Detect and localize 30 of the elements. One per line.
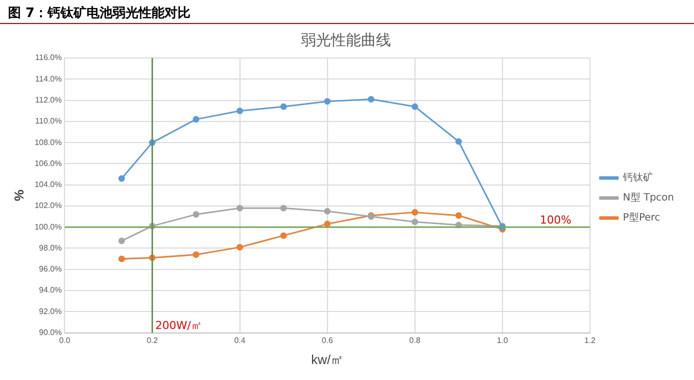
x-tick-label: 1.2 <box>584 336 596 345</box>
chart-title: 图 7：钙钛矿电池弱光性能对比 <box>0 0 694 24</box>
y-tick-label: 98.0% <box>39 243 62 252</box>
x-tick-label: 0.8 <box>409 336 421 345</box>
y-tick-label: 96.0% <box>39 264 62 274</box>
y-tick-label: 108.0% <box>34 138 62 147</box>
ref-line-label: 100% <box>540 213 572 226</box>
x-axis-title: kw/㎡ <box>311 352 344 367</box>
y-tick-label: 92.0% <box>39 306 62 316</box>
x-tick-label: 0.2 <box>146 336 158 345</box>
legend-label: P型Perc <box>622 212 660 224</box>
y-tick-label: 116.0% <box>35 53 62 62</box>
y-tick-label: 110.0% <box>35 116 62 126</box>
chart-subtitle: 弱光性能曲线 <box>301 30 391 49</box>
y-tick-label: 112.0% <box>35 95 62 104</box>
y-tick-label: 90.0% <box>39 328 62 338</box>
y-tick-label: 102.0% <box>34 201 62 210</box>
y-tick-label: 94.0% <box>39 286 62 295</box>
y-axis-title: % <box>11 189 26 202</box>
x-tick-label: 1.0 <box>496 336 509 345</box>
y-tick-label: 106.0% <box>34 158 62 168</box>
x-tick-label: 0.4 <box>234 336 246 345</box>
legend-label: N型 Tpcon <box>622 192 674 204</box>
x-tick-label: 0.6 <box>322 336 334 345</box>
legend-label: 钙钛矿 <box>622 172 653 184</box>
x-tick-label: 0.0 <box>59 336 71 345</box>
ref-line-label: 200W/㎡ <box>155 319 202 332</box>
y-tick-label: 104.0% <box>34 180 62 190</box>
y-tick-label: 100.0% <box>34 222 62 232</box>
y-tick-label: 114.0% <box>35 74 62 84</box>
